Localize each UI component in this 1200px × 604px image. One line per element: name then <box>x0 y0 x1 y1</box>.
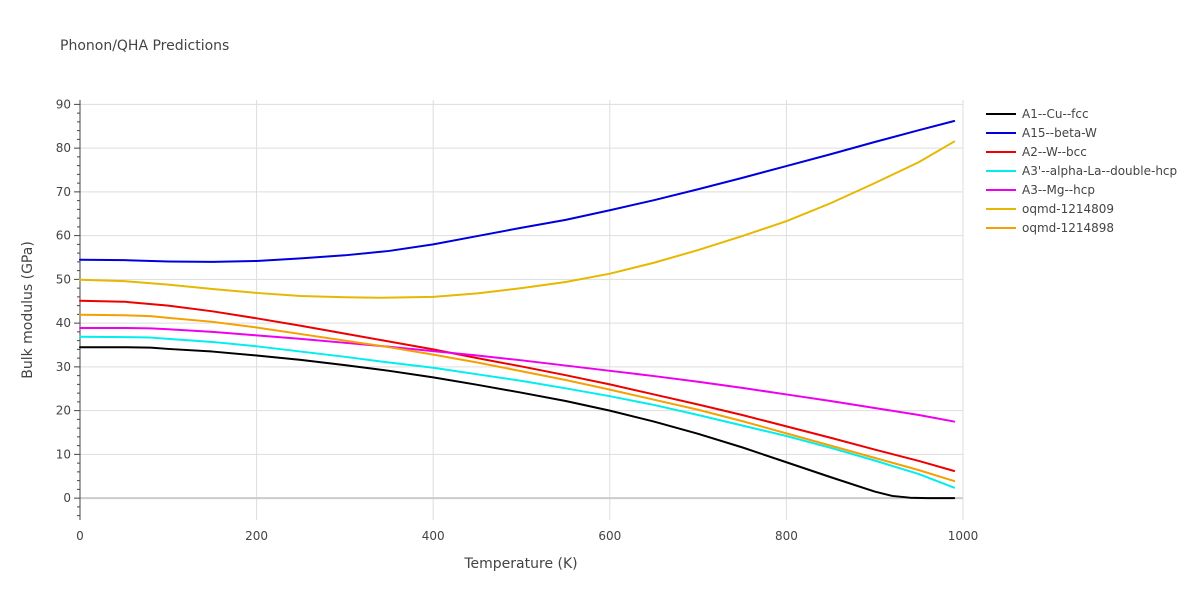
y-tick-label: 0 <box>63 491 71 505</box>
series-line-2[interactable] <box>79 299 956 472</box>
legend-label: A15--beta-W <box>1022 126 1097 140</box>
series-line-0[interactable] <box>79 346 956 500</box>
y-tick-label: 60 <box>56 229 71 243</box>
series-line-4[interactable] <box>79 326 956 423</box>
series-line-1[interactable] <box>79 120 956 263</box>
y-tick-label: 70 <box>56 185 71 199</box>
legend-label: A3'--alpha-La--double-hcp <box>1022 164 1177 178</box>
legend-label: A1--Cu--fcc <box>1022 107 1089 121</box>
legend-label: oqmd-1214809 <box>1022 202 1114 216</box>
legend-item[interactable]: A3'--alpha-La--double-hcp <box>986 164 1177 178</box>
x-tick-label: 400 <box>422 529 445 543</box>
chart-title: Phonon/QHA Predictions <box>60 38 229 54</box>
legend-item[interactable]: oqmd-1214898 <box>986 221 1114 235</box>
y-tick-label: 80 <box>56 141 71 155</box>
series-line-3[interactable] <box>79 335 956 489</box>
x-axis-title: Temperature (K) <box>463 556 577 572</box>
y-axis-title: Bulk modulus (GPa) <box>20 241 36 379</box>
y-tick-label: 20 <box>56 404 71 418</box>
legend-label: A2--W--bcc <box>1022 145 1087 159</box>
y-tick-label: 30 <box>56 360 71 374</box>
y-tick-label: 40 <box>56 316 71 330</box>
legend-item[interactable]: A3--Mg--hcp <box>986 183 1095 197</box>
x-tick-label: 1000 <box>948 529 979 543</box>
grid-lines <box>80 100 964 520</box>
legend-item[interactable]: A15--beta-W <box>986 126 1097 140</box>
legend-label: oqmd-1214898 <box>1022 221 1114 235</box>
y-tick-label: 90 <box>56 97 71 111</box>
series-lines <box>79 120 956 500</box>
y-tick-label: 10 <box>56 447 71 461</box>
legend-item[interactable]: oqmd-1214809 <box>986 202 1114 216</box>
legend[interactable]: A1--Cu--fcc A15--beta-W A2--W--bcc A3'--alp… <box>986 107 1177 235</box>
x-tick-label: 600 <box>598 529 621 543</box>
legend-item[interactable]: A2--W--bcc <box>986 145 1087 159</box>
x-tick-label: 200 <box>245 529 268 543</box>
legend-label: A3--Mg--hcp <box>1022 183 1095 197</box>
series-line-5[interactable] <box>79 140 956 299</box>
x-tick-label: 0 <box>76 529 84 543</box>
legend-item[interactable]: A1--Cu--fcc <box>986 107 1089 121</box>
y-tick-label: 50 <box>56 272 71 286</box>
axes: 0 200 400 600 800 1000 0 10 20 30 40 50 60 70 80 90 <box>56 97 979 543</box>
x-tick-label: 800 <box>775 529 798 543</box>
series-line-6[interactable] <box>79 313 956 483</box>
